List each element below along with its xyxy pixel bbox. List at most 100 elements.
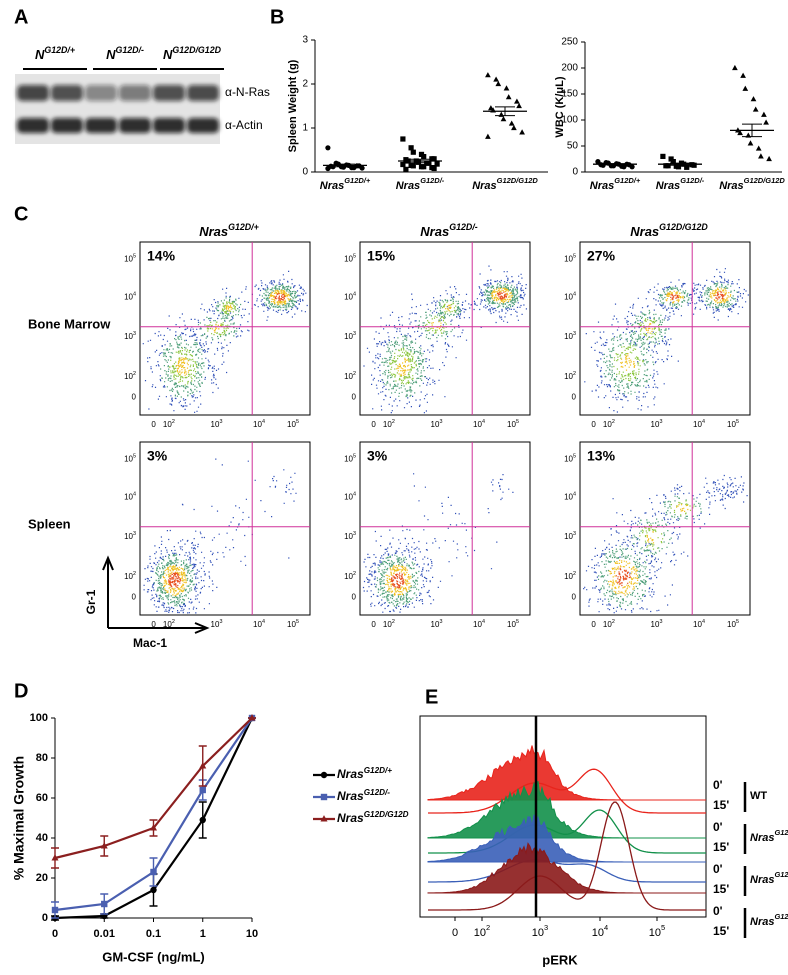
y-tick-label-base: 10 bbox=[344, 292, 353, 301]
x-tick-label: 104 bbox=[473, 419, 485, 429]
flow-plot-frame bbox=[359, 441, 531, 616]
x-tick-label-base: 10 bbox=[651, 420, 660, 429]
x-tick-label-base: 0 bbox=[371, 620, 376, 629]
sem-bar bbox=[495, 106, 515, 117]
flow-dots bbox=[670, 291, 725, 301]
y-tick-label-sup: 3 bbox=[133, 532, 136, 538]
time-label: 0' bbox=[713, 904, 723, 918]
y-tick-label-sup: 5 bbox=[133, 454, 136, 460]
y-tick-label: 0 bbox=[572, 393, 577, 402]
flow-column-label-base: Nras bbox=[630, 224, 659, 239]
y-axis-label: Spleen Weight (g) bbox=[287, 59, 299, 152]
x-tick-label-base: 10 bbox=[507, 620, 516, 629]
y-tick-label-base: 0 bbox=[132, 593, 137, 602]
flow-dots bbox=[160, 284, 298, 398]
x-tick-label-base: 0 bbox=[452, 927, 458, 939]
y-tick-label-sup: 4 bbox=[573, 492, 576, 498]
y-tick-label: 60 bbox=[36, 792, 48, 804]
y-tick-label-sup: 4 bbox=[573, 292, 576, 298]
sem-bar bbox=[605, 163, 625, 166]
marker bbox=[684, 164, 690, 170]
x-tick-label: 102 bbox=[603, 619, 615, 629]
y-tick-label: 250 bbox=[561, 37, 578, 48]
marker bbox=[516, 102, 522, 109]
x-tick-label-sup: 5 bbox=[516, 419, 519, 425]
x-category-label-base: Nras bbox=[719, 180, 743, 192]
x-tick-label-base: 10 bbox=[603, 620, 612, 629]
blot-group-label: NG12D/G12D bbox=[163, 45, 222, 62]
y-tick-label: 104 bbox=[124, 292, 136, 302]
blot-row-label: α-Actin bbox=[225, 118, 263, 132]
x-tick-label: 0 bbox=[151, 420, 156, 429]
marker bbox=[421, 154, 427, 160]
flow-dots bbox=[608, 504, 689, 596]
marker bbox=[320, 771, 328, 779]
flow-column-label: NrasG12D/G12D bbox=[630, 222, 708, 239]
flow-dots bbox=[496, 291, 507, 300]
y-axis-label: WBC (K/μL) bbox=[554, 76, 566, 137]
x-tick-label-sup: 3 bbox=[219, 619, 222, 625]
histogram-fill bbox=[427, 745, 706, 801]
marker bbox=[51, 906, 59, 914]
y-tick-label: 1 bbox=[302, 123, 308, 134]
blot-group-label-sup: G12D/+ bbox=[44, 45, 75, 55]
x-tick-label: 105 bbox=[287, 419, 299, 429]
y-tick-label: 80 bbox=[36, 752, 48, 764]
y-tick-label-base: 10 bbox=[564, 372, 573, 381]
y-tick-label-base: 10 bbox=[344, 572, 353, 581]
group-label-sup: G12D/G12D bbox=[774, 912, 788, 921]
x-tick-label: 102 bbox=[383, 419, 395, 429]
time-label: 15' bbox=[713, 924, 729, 938]
y-tick-label: 0 bbox=[352, 593, 357, 602]
y-tick-label-base: 0 bbox=[352, 393, 357, 402]
marker bbox=[740, 72, 746, 78]
x-category-label-base: Nras bbox=[656, 180, 680, 192]
gate-percentage: 13% bbox=[587, 448, 616, 464]
flow-row-label: Bone Marrow bbox=[28, 316, 111, 331]
y-tick-label: 200 bbox=[561, 63, 578, 74]
y-tick-label-sup: 2 bbox=[353, 571, 356, 577]
marker bbox=[421, 164, 427, 170]
y-tick-label-base: 10 bbox=[124, 292, 133, 301]
y-tick-label-base: 10 bbox=[124, 572, 133, 581]
panel-letter: B bbox=[270, 6, 284, 28]
sem-bar bbox=[670, 162, 690, 166]
x-tick-label-base: 10 bbox=[474, 927, 486, 939]
flow-plot-frame bbox=[139, 241, 311, 416]
x-tick-label: 0 bbox=[151, 620, 156, 629]
blot-group-label-base: N bbox=[35, 47, 45, 62]
x-tick-label-base: 10 bbox=[253, 420, 262, 429]
flow-plot-frame bbox=[579, 241, 751, 416]
y-tick-label-sup: 3 bbox=[353, 332, 356, 338]
y-tick-label: 103 bbox=[344, 532, 356, 542]
x-category-label-base: Nras bbox=[396, 180, 420, 192]
histogram-line bbox=[428, 801, 706, 911]
flow-column-label: NrasG12D/+ bbox=[199, 222, 259, 239]
y-tick-label: 105 bbox=[124, 454, 136, 464]
x-tick-label: 105 bbox=[727, 619, 739, 629]
blot-band bbox=[17, 118, 49, 133]
x-tick-label-sup: 2 bbox=[172, 419, 175, 425]
x-tick-label-sup: 5 bbox=[296, 419, 299, 425]
x-tick-label-base: 10 bbox=[603, 420, 612, 429]
marker bbox=[495, 80, 502, 87]
x-category-label-sup: G12D/+ bbox=[344, 176, 371, 185]
panel-letter: D bbox=[14, 680, 28, 702]
flow-dots bbox=[639, 500, 695, 550]
marker bbox=[750, 96, 757, 102]
x-tick-label-base: 10 bbox=[532, 927, 544, 939]
flow-dots bbox=[381, 282, 520, 398]
x-category-label-base: Nras bbox=[472, 180, 496, 192]
y-tick-label-base: 10 bbox=[344, 372, 353, 381]
y-tick-label-base: 10 bbox=[124, 254, 133, 263]
flow-dots bbox=[385, 564, 412, 596]
gate-percentage: 3% bbox=[367, 448, 388, 464]
x-tick-label-base: 0 bbox=[151, 620, 156, 629]
y-tick-label-base: 10 bbox=[344, 254, 353, 263]
x-tick-label: 103 bbox=[431, 419, 443, 429]
group-label: NrasG12D/G12D bbox=[750, 912, 788, 927]
y-tick-label: 103 bbox=[344, 332, 356, 342]
panel-letter: A bbox=[14, 6, 28, 28]
y-tick-label: 105 bbox=[564, 254, 576, 264]
